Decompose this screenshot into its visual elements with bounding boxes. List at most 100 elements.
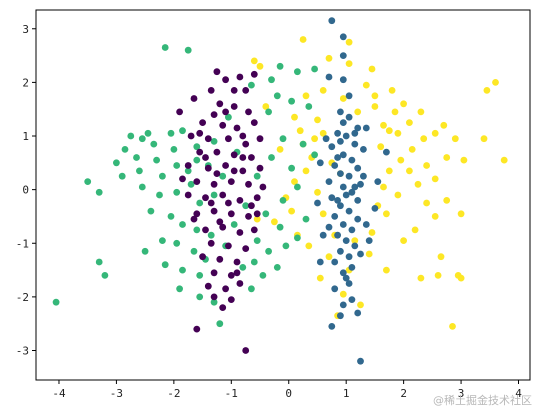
scatter-point: [213, 68, 221, 76]
scatter-point: [207, 87, 215, 94]
scatter-point: [380, 183, 387, 191]
scatter-point: [339, 119, 347, 126]
scatter-point: [144, 129, 152, 137]
scatter-point: [299, 36, 307, 43]
scatter-point: [52, 298, 60, 306]
scatter-point: [334, 129, 341, 137]
scatter-point: [222, 285, 230, 293]
scatter-point: [339, 269, 347, 277]
scatter-point: [420, 135, 428, 143]
scatter-point: [265, 108, 272, 116]
scatter-point: [328, 323, 336, 330]
scatter-point: [354, 108, 362, 116]
scatter-point: [417, 108, 425, 116]
scatter-point: [316, 274, 324, 282]
scatter-point: [276, 146, 284, 153]
scatter-point: [316, 159, 324, 167]
scatter-point: [262, 210, 270, 218]
scatter-point: [150, 140, 158, 148]
scatter-point: [196, 148, 204, 156]
scatter-point: [348, 264, 356, 271]
scatter-point: [294, 234, 301, 242]
scatter-point: [219, 172, 227, 180]
scatter-point: [348, 156, 356, 164]
y-axis: -3 -2 -1 0 1 2 3: [16, 23, 36, 358]
scatter-point: [153, 156, 161, 164]
scatter-point: [394, 129, 402, 137]
scatter-point: [288, 97, 295, 105]
scatter-point: [302, 215, 310, 223]
scatter-point: [351, 129, 359, 137]
scatter-point: [483, 87, 491, 94]
scatter-point: [377, 143, 385, 151]
scatter-point: [196, 272, 204, 279]
scatter-point: [253, 194, 261, 202]
scatter-point: [141, 247, 149, 255]
scatter-point: [334, 231, 341, 239]
scatter-point: [161, 261, 169, 269]
scatter-point: [271, 218, 278, 226]
scatter-point: [207, 239, 215, 247]
scatter-point: [239, 132, 247, 140]
scatter-point: [179, 266, 186, 274]
scatter-point: [133, 154, 140, 161]
scatter-point: [250, 119, 258, 126]
scatter-point: [305, 242, 313, 250]
scatter-point: [236, 73, 244, 81]
scatter-point: [354, 124, 362, 132]
scatter-point: [406, 119, 413, 126]
scatter-point: [371, 103, 379, 110]
y-tick-label: -2: [16, 291, 29, 304]
scatter-point: [319, 129, 327, 137]
y-tick-label: 3: [22, 23, 29, 36]
scatter-point: [95, 188, 103, 196]
scatter-point: [294, 183, 301, 191]
scatter-point: [383, 148, 390, 156]
scatter-point: [190, 95, 198, 102]
scatter-point: [207, 231, 215, 239]
scatter-point: [268, 154, 275, 161]
scatter-point: [227, 210, 235, 218]
scatter-point: [233, 124, 241, 132]
scatter-point: [319, 210, 327, 218]
scatter-point: [319, 231, 327, 239]
scatter-point: [339, 151, 347, 159]
scatter-point: [219, 304, 227, 311]
scatter-point: [250, 226, 258, 234]
scatter-point: [385, 167, 393, 175]
x-tick-label: -1: [225, 387, 238, 400]
scatter-point: [127, 132, 135, 140]
scatter-point: [204, 282, 212, 290]
scatter-point: [357, 357, 364, 365]
scatter-point: [342, 237, 350, 245]
scatter-point: [279, 135, 287, 143]
plot-frame: [35, 9, 531, 381]
scatter-point: [84, 178, 92, 186]
scatter-point: [216, 218, 224, 226]
scatter-point: [213, 148, 221, 156]
scatter-point: [210, 191, 218, 199]
scatter-point: [196, 293, 204, 301]
scatter-point: [113, 159, 120, 167]
scatter-point: [423, 199, 430, 207]
scatter-point: [179, 175, 186, 183]
scatter-point: [216, 320, 224, 328]
scatter-point: [245, 108, 252, 116]
scatter-point: [451, 135, 459, 143]
scatter-point: [193, 226, 201, 234]
scatter-point: [305, 103, 313, 110]
scatter-point: [222, 162, 230, 169]
scatter-point: [345, 253, 353, 261]
scatter-point: [394, 191, 402, 199]
scatter-point: [253, 237, 261, 245]
scatter-point: [248, 202, 255, 210]
scatter-point: [227, 272, 235, 279]
scatter-point: [337, 202, 344, 210]
scatter-point: [351, 183, 359, 191]
y-tick-label: 0: [22, 184, 29, 197]
scatter-point: [199, 119, 207, 126]
scatter-point: [193, 156, 201, 164]
scatter-point: [190, 247, 198, 255]
scatter-point: [385, 127, 393, 135]
scatter-point: [176, 108, 184, 116]
